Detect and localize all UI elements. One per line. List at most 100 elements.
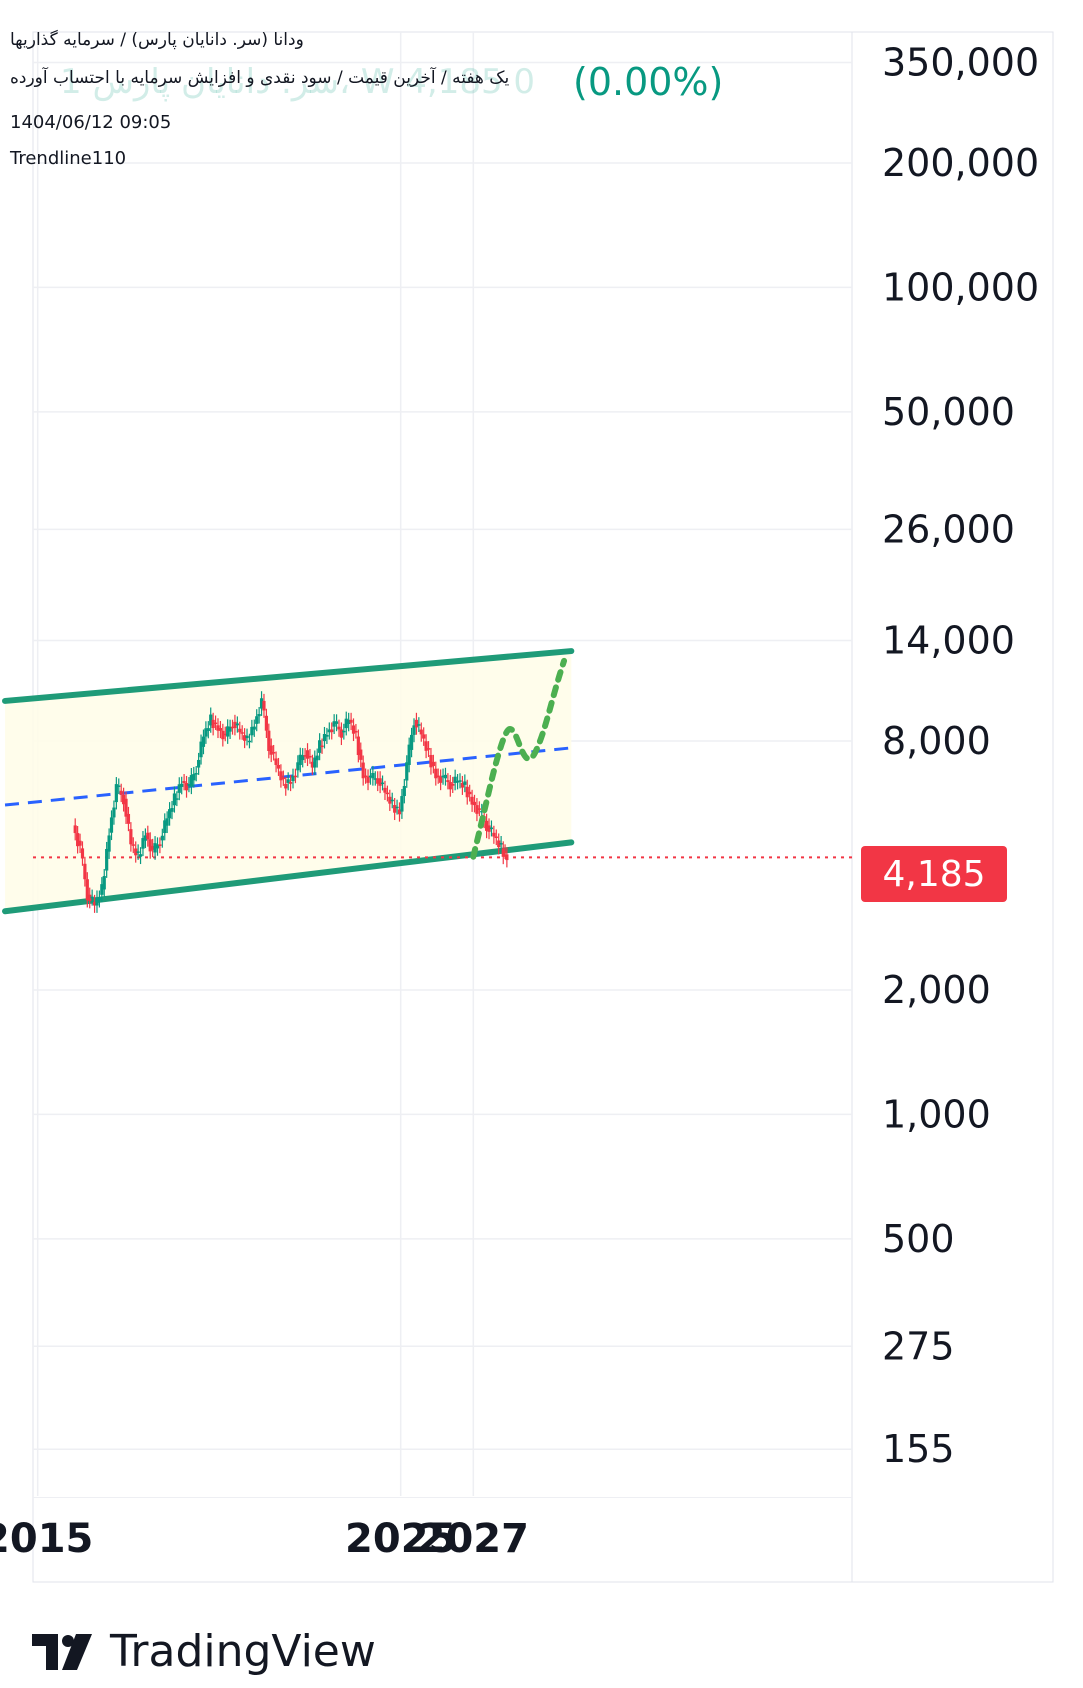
chart-datetime: 1404/06/12 09:05 — [10, 112, 172, 133]
x-tick-label: 2025 — [345, 1516, 456, 1562]
candle-body — [330, 729, 334, 733]
candle-body — [426, 748, 431, 750]
candle-body — [189, 775, 193, 787]
candle-body — [107, 835, 111, 852]
candle-body — [172, 793, 177, 806]
candle-body — [155, 844, 160, 849]
candle-body — [175, 798, 179, 800]
candle-body — [354, 730, 358, 733]
candle-body — [499, 843, 503, 845]
candle-body — [129, 829, 133, 845]
candle-body — [204, 728, 208, 737]
candle-body — [388, 796, 392, 804]
candle-body — [409, 734, 414, 750]
y-tick-label: 14,000 — [882, 619, 1015, 663]
candle-body — [465, 786, 469, 798]
candle-body — [439, 776, 443, 783]
candle-body — [240, 732, 244, 734]
candle-body — [105, 848, 109, 871]
candle-body — [97, 897, 102, 901]
y-tick-label: 2,000 — [882, 968, 991, 1012]
candle-body — [505, 854, 509, 861]
candle-body — [368, 775, 373, 778]
candle-body — [349, 719, 353, 723]
candle-body — [334, 721, 339, 724]
candle-body — [216, 725, 220, 731]
y-tick-label: 275 — [882, 1324, 955, 1368]
candle-body — [332, 721, 336, 727]
candle-body — [366, 776, 370, 783]
candle-body — [76, 833, 80, 847]
candle-body — [298, 754, 302, 765]
candle-body — [192, 773, 196, 781]
candle-body — [122, 794, 126, 805]
candle-body — [424, 741, 428, 751]
chart-description: یک هفته / آخرین قیمت / سود نقدی و افزایش… — [10, 68, 510, 88]
candle-body — [141, 838, 145, 849]
candle-body — [407, 744, 411, 765]
candle-body — [206, 728, 210, 731]
candle-body — [83, 863, 87, 880]
candle-body — [272, 752, 276, 754]
candle-body — [480, 810, 484, 813]
candle-body — [197, 759, 201, 768]
y-tick-label: 100,000 — [882, 265, 1039, 309]
candle-body — [477, 808, 481, 810]
candle-body — [441, 775, 445, 778]
candle-body — [308, 755, 312, 758]
candle-body — [376, 778, 380, 784]
candle-body — [485, 820, 489, 831]
candle-body — [167, 809, 172, 819]
candle-body — [361, 762, 365, 779]
x-axis-line — [33, 1497, 852, 1498]
candle-body — [453, 776, 457, 783]
tradingview-wordmark: TradingView — [110, 1626, 376, 1677]
candle-body — [170, 808, 174, 812]
candle-body — [489, 827, 494, 830]
candle-body — [223, 733, 227, 736]
candle-body — [112, 807, 116, 818]
candle-body — [373, 778, 377, 780]
candle-body — [276, 764, 281, 769]
candle-body — [417, 724, 421, 726]
candle-body — [163, 820, 167, 834]
candle-body — [463, 781, 467, 785]
candle-body — [310, 761, 314, 768]
candle-body — [322, 734, 327, 742]
candle-body — [151, 845, 155, 850]
channel-upper-line — [2, 648, 575, 704]
last-price-badge: 4,185 — [861, 846, 1007, 902]
price-change-percent: (0.00%) — [573, 60, 724, 104]
candle-body — [293, 775, 298, 778]
candle-body — [344, 718, 348, 729]
candle-body — [371, 772, 375, 779]
candle-body — [405, 762, 409, 781]
candle-body — [184, 782, 189, 791]
candle-body — [90, 896, 94, 899]
candle-body — [315, 755, 319, 761]
indicator-label: Trendline110 — [10, 148, 127, 169]
candle-body — [160, 835, 164, 841]
candle-body — [100, 884, 104, 895]
candle-body — [497, 840, 501, 848]
candle-body — [301, 755, 305, 761]
candle-body — [383, 787, 387, 793]
candle-body — [356, 736, 360, 756]
candle-body — [209, 714, 213, 726]
candle-body — [201, 736, 206, 747]
candle-body — [364, 775, 368, 778]
tradingview-logo-icon — [32, 1633, 92, 1670]
candle-body — [180, 783, 184, 787]
candle-body — [213, 722, 218, 725]
candle-body — [187, 784, 191, 786]
candle-body — [243, 735, 247, 741]
candle-body — [250, 726, 254, 736]
x-tick-label: 2015 — [0, 1516, 93, 1562]
candle-body — [327, 729, 331, 733]
candle-body — [470, 796, 474, 805]
candle-body — [136, 851, 140, 853]
candle-body — [235, 723, 239, 726]
candle-body — [92, 901, 97, 906]
candle-body — [95, 897, 99, 906]
